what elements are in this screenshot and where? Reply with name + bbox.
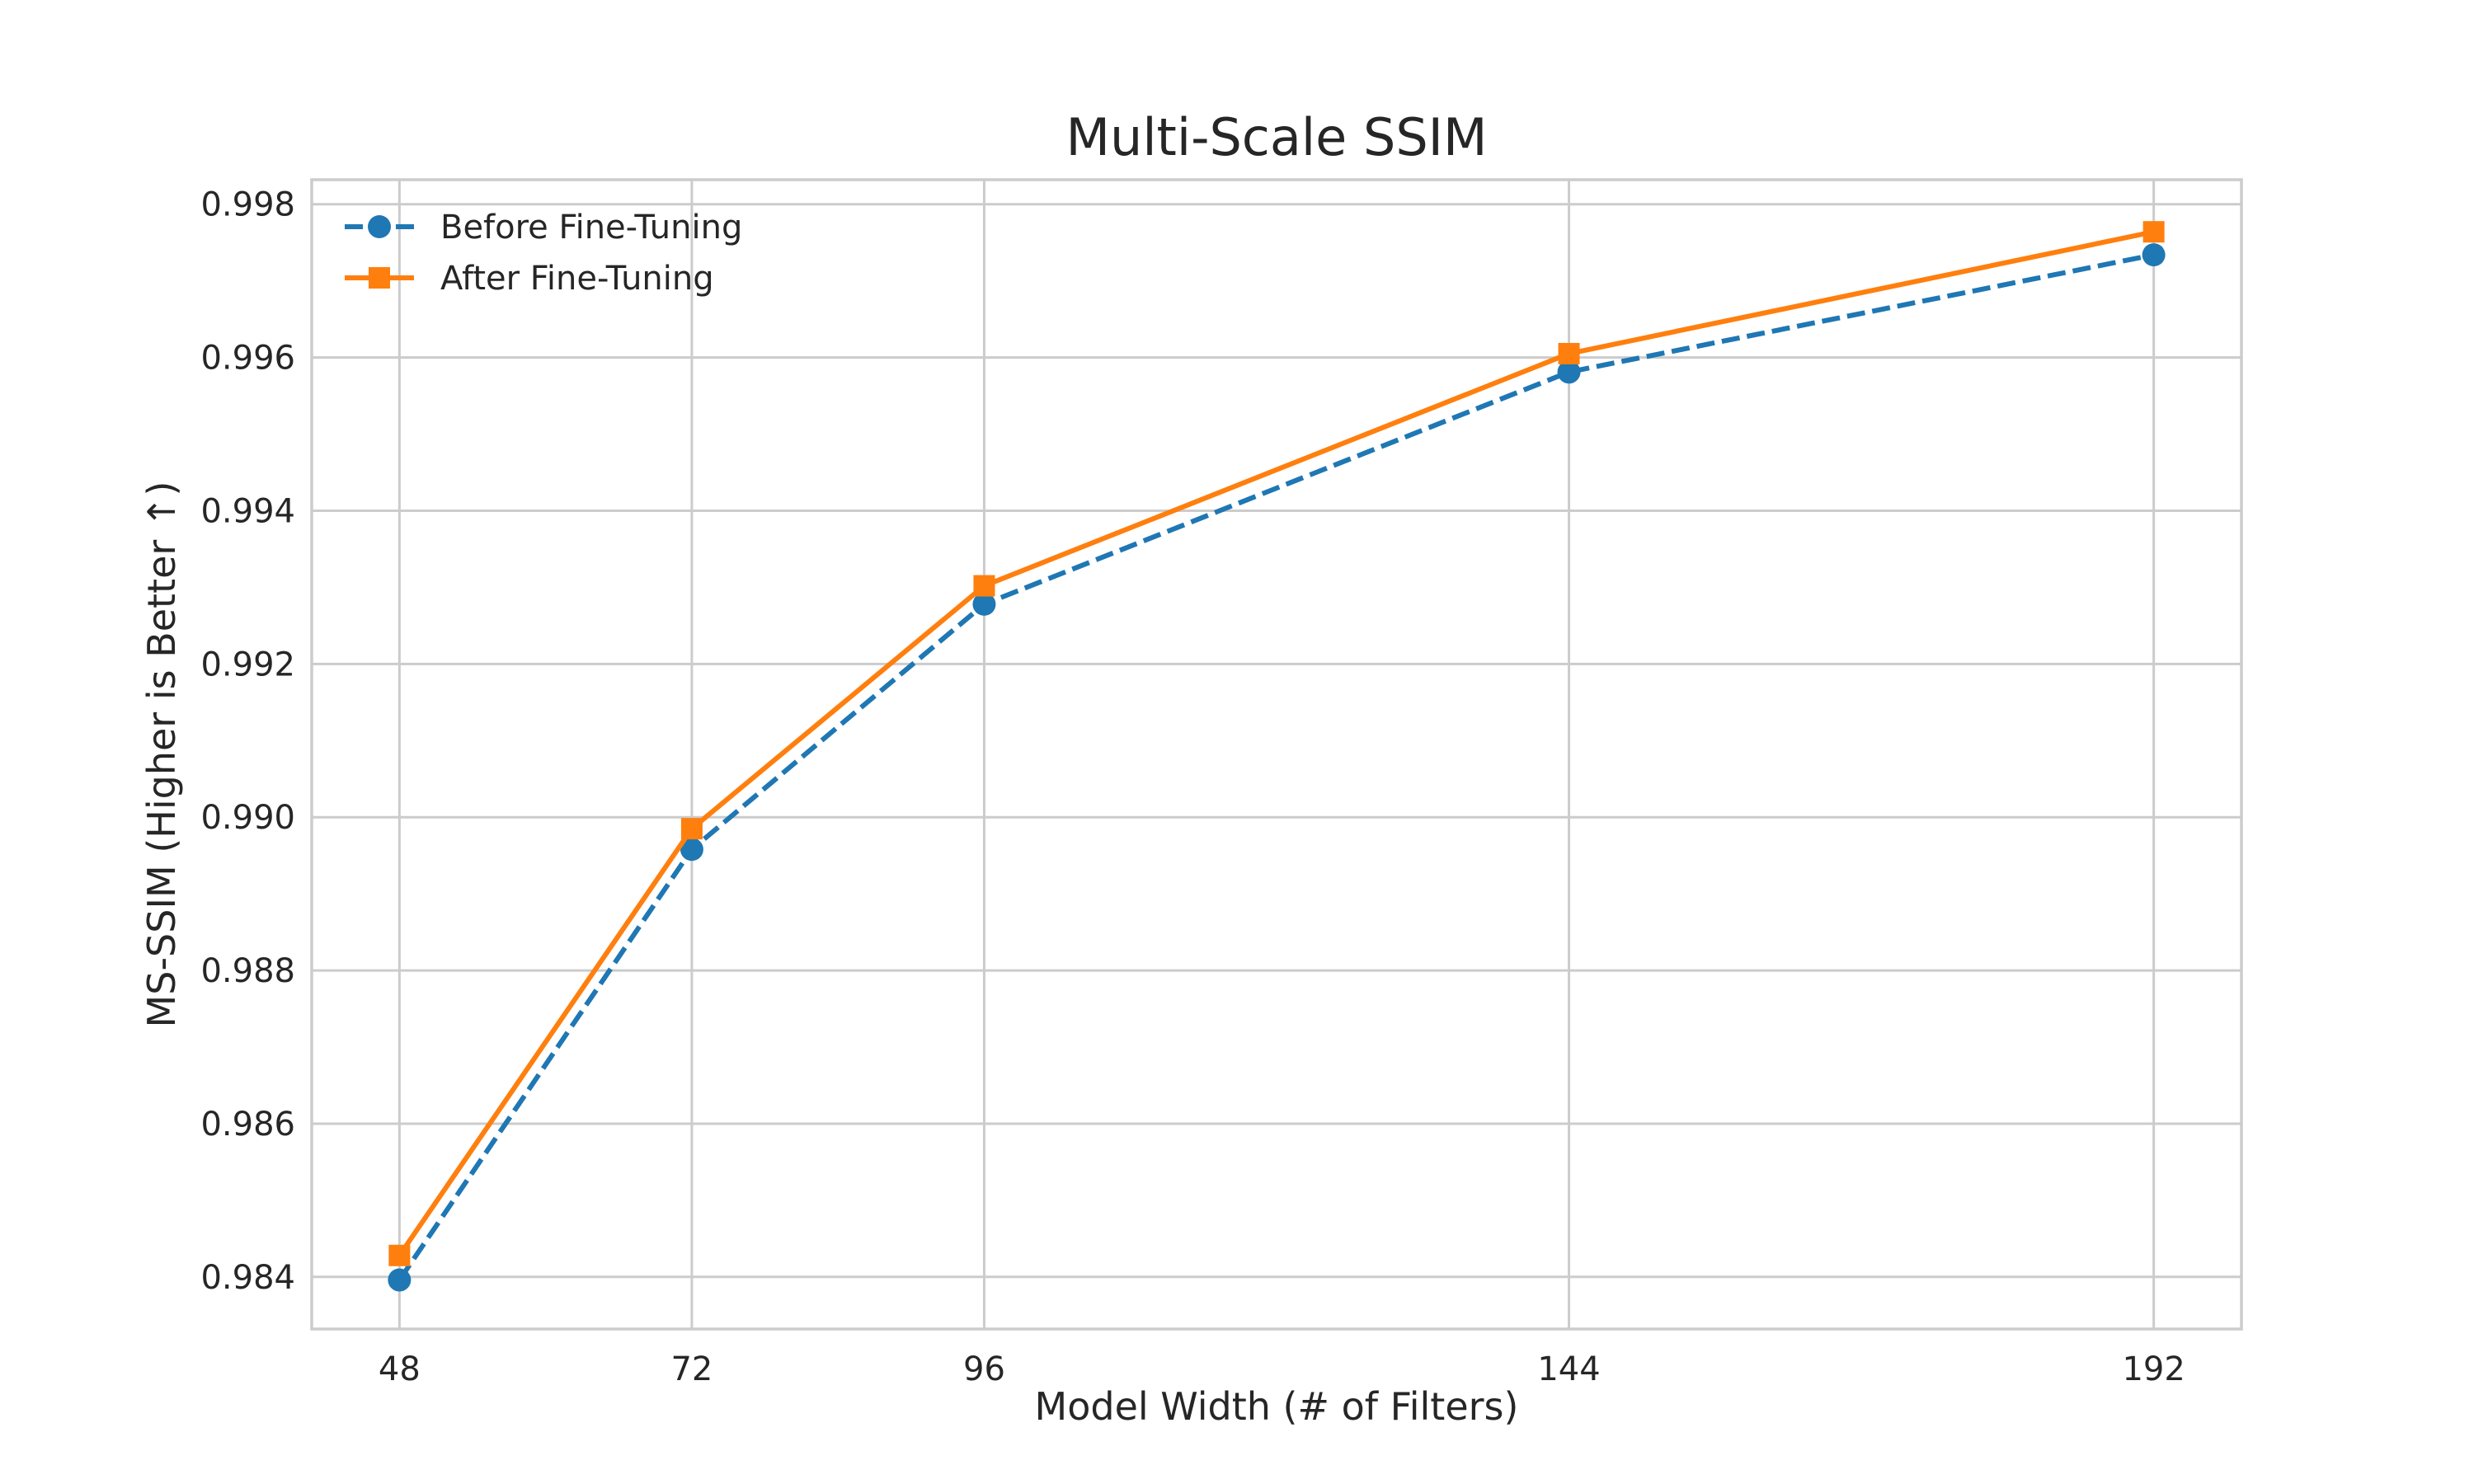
y-tick-label: 0.998 [200, 186, 295, 224]
y-tick-label: 0.994 [200, 492, 295, 530]
data-point [680, 838, 703, 862]
data-point [973, 575, 995, 597]
x-tick-label: 144 [1537, 1350, 1600, 1388]
y-tick-label: 0.990 [200, 799, 295, 837]
legend-label: Before Fine-Tuning [440, 209, 742, 247]
x-tick-label: 72 [670, 1350, 713, 1388]
x-tick-label: 192 [2122, 1350, 2185, 1388]
x-tick-label: 96 [963, 1350, 1005, 1388]
data-point [680, 818, 703, 840]
y-tick-label: 0.988 [200, 952, 295, 990]
series-after-fine-tuning [388, 221, 2165, 1266]
tick-labels: 48 72 96 144 192 0.984 0.986 0.988 0.990 0.992 0.9… [200, 186, 2185, 1388]
data-point [2142, 221, 2165, 243]
y-tick-label: 0.992 [200, 646, 295, 683]
y-axis-label: MS-SSIM (Higher is Better ↑) [139, 481, 184, 1028]
x-tick-label: 48 [379, 1350, 421, 1388]
y-tick-label: 0.996 [200, 340, 295, 378]
legend-marker [369, 267, 390, 289]
legend-entry: After Fine-Tuning [345, 260, 714, 298]
chart-title: Multi-Scale SSIM [1066, 107, 1488, 167]
data-point [388, 1244, 411, 1266]
data-point [388, 1268, 412, 1292]
y-tick-label: 0.986 [200, 1106, 295, 1144]
data-point [1557, 360, 1581, 384]
plot-frame [310, 178, 2243, 1331]
grid [312, 180, 2241, 1329]
legend-marker [368, 215, 391, 238]
data-point [1558, 342, 1580, 364]
legend: Before Fine-Tuning After Fine-Tuning [345, 209, 742, 298]
series-layer [388, 221, 2166, 1292]
series-before-fine-tuning [388, 243, 2166, 1292]
data-point [972, 592, 996, 616]
x-axis-label: Model Width (# of Filters) [1035, 1384, 1519, 1429]
y-tick-label: 0.984 [200, 1259, 295, 1297]
legend-entry: Before Fine-Tuning [345, 209, 742, 247]
data-point [2142, 243, 2166, 267]
legend-label: After Fine-Tuning [440, 260, 714, 298]
